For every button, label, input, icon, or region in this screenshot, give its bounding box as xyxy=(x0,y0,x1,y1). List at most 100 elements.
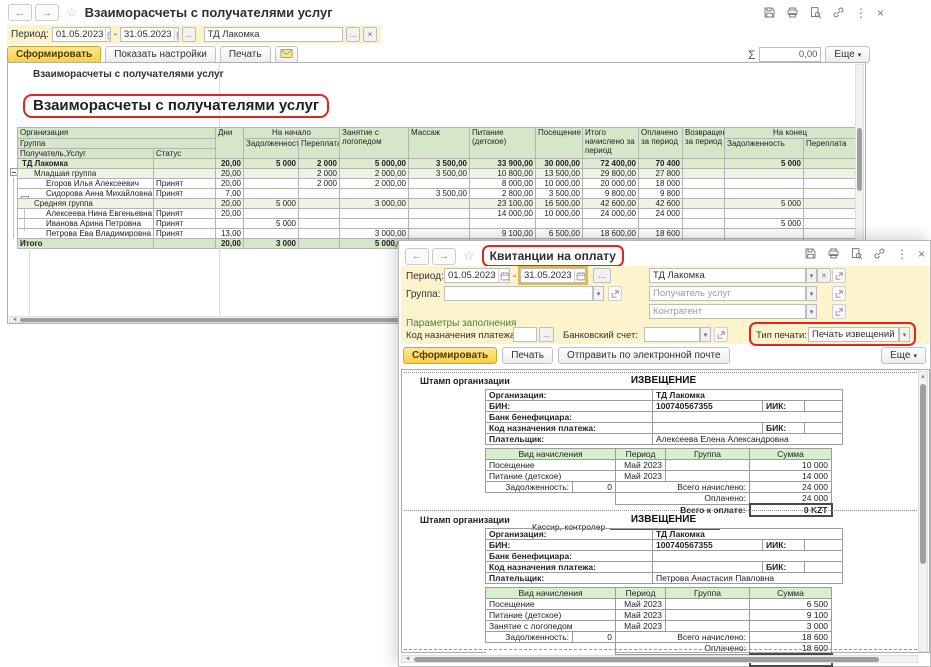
organization-field[interactable]: ТД Лакомка xyxy=(203,27,344,42)
chevron-down-icon: ▾ xyxy=(809,290,814,298)
charges-body: Посещение Май 2023 10 000 Питание (детск… xyxy=(484,459,833,482)
more-menu-icon[interactable]: ⋮ xyxy=(855,5,867,20)
back-button[interactable]: ← xyxy=(8,4,32,21)
scrollbar-thumb[interactable] xyxy=(857,128,862,191)
forward-button[interactable]: → xyxy=(432,247,456,265)
iik-value xyxy=(803,539,844,551)
cell-paid: 24 000 xyxy=(638,208,683,219)
forward-button[interactable]: → xyxy=(35,4,59,21)
col-on-start: На начало xyxy=(243,127,340,139)
recipient-open-icon[interactable] xyxy=(832,286,846,301)
group-dropdown-button[interactable]: ▾ xyxy=(593,286,604,301)
contractor-field[interactable]: Контрагент xyxy=(649,304,806,319)
send-email-button[interactable]: Отправить по электронной почте xyxy=(557,347,730,364)
calendar-icon[interactable] xyxy=(173,28,178,41)
show-settings-button[interactable]: Показать настройки xyxy=(105,46,216,63)
group-open-icon[interactable] xyxy=(608,286,622,301)
favorite-star-icon[interactable]: ☆ xyxy=(66,4,78,20)
organization-dropdown-button[interactable]: ▾ xyxy=(806,268,817,283)
cell-debt-end xyxy=(724,178,804,189)
period-options-button[interactable]: ... xyxy=(181,27,196,42)
close-icon[interactable]: × xyxy=(877,5,885,20)
col-group: Группа xyxy=(665,587,751,599)
scrollbar-thumb[interactable] xyxy=(414,657,879,662)
calendar-icon[interactable] xyxy=(573,269,585,282)
back-arrow-icon: ← xyxy=(411,250,423,262)
generate-button[interactable]: Сформировать xyxy=(403,347,498,364)
col-kind: Вид начисления xyxy=(484,587,617,599)
print-icon[interactable] xyxy=(786,6,799,19)
date-from-field[interactable]: 01.05.2023 xyxy=(444,268,510,283)
preview-icon[interactable] xyxy=(809,6,822,19)
contractor-dropdown-button[interactable]: ▾ xyxy=(806,304,817,319)
receipts-vertical-scrollbar[interactable]: ▲ xyxy=(918,371,928,652)
bank-label: Банк бенефициара: xyxy=(485,411,653,423)
send-email-button[interactable] xyxy=(274,46,298,63)
cell-debt-end xyxy=(724,208,804,219)
date-to-field[interactable]: 31.05.2023 xyxy=(518,266,588,285)
receipt-charges-table: Вид начисления Период Группа Сумма Посещ… xyxy=(484,587,833,667)
chevron-down-icon: ▾ xyxy=(857,51,862,59)
close-icon[interactable]: × xyxy=(917,246,925,261)
more-button[interactable]: Еще ▾ xyxy=(825,46,871,63)
recipient-field[interactable]: Получатель услуг xyxy=(649,286,806,301)
bank-value xyxy=(651,411,844,423)
iik-value xyxy=(803,400,844,412)
contractor-open-icon[interactable] xyxy=(832,304,846,319)
scrollbar-thumb[interactable] xyxy=(20,318,646,322)
period-options-button[interactable]: ... xyxy=(593,268,611,283)
back-button[interactable]: ← xyxy=(405,247,429,265)
payment-code-select-button[interactable]: ... xyxy=(539,327,554,342)
sum-field[interactable]: 0,00 xyxy=(759,47,822,62)
more-button[interactable]: Еще ▾ xyxy=(881,347,926,364)
save-icon[interactable] xyxy=(804,247,817,260)
bik-value xyxy=(803,561,844,573)
bank-account-open-icon[interactable] xyxy=(714,327,728,342)
date-to-field[interactable]: 31.05.2023 xyxy=(119,27,179,42)
organization-open-icon[interactable] xyxy=(832,268,846,283)
recipient-dropdown-button[interactable]: ▾ xyxy=(806,286,817,301)
preview-icon[interactable] xyxy=(850,247,863,260)
organization-clear-button[interactable]: × xyxy=(817,268,831,283)
calendar-icon[interactable] xyxy=(497,269,509,282)
favorite-star-icon[interactable]: ☆ xyxy=(463,248,475,263)
print-icon[interactable] xyxy=(827,247,840,260)
organization-field[interactable]: ТД Лакомка xyxy=(649,268,806,283)
settlements-table: Организация Дни На начало Занятие с лого… xyxy=(17,127,856,249)
calendar-icon[interactable] xyxy=(105,28,110,41)
cell-meals: 8 000,00 xyxy=(469,178,536,189)
period-label: Период: xyxy=(406,271,444,282)
org-value: ТД Лакомка xyxy=(651,389,844,401)
charge-group xyxy=(665,598,751,610)
scroll-up-icon[interactable]: ▲ xyxy=(920,374,926,380)
report-title-wrap: Взаиморасчеты с получателями услуг xyxy=(23,94,330,118)
organization-select-button[interactable]: ... xyxy=(346,27,361,42)
print-type-dropdown-button[interactable]: ▾ xyxy=(899,327,910,342)
bank-account-dropdown-button[interactable]: ▾ xyxy=(700,327,711,342)
organization-clear-button[interactable]: × xyxy=(363,27,378,42)
date-from-field[interactable]: 01.05.2023 xyxy=(51,27,111,42)
print-button[interactable]: Печать xyxy=(502,347,553,364)
print-button[interactable]: Печать xyxy=(219,46,271,63)
scrollbar-thumb[interactable] xyxy=(920,384,926,564)
cell-debt-end xyxy=(724,168,804,179)
generate-button[interactable]: Сформировать xyxy=(7,46,102,63)
settlements-table-body: ТД Лакомка 20,00 5 000 2 000 5 000,00 3 … xyxy=(17,158,856,249)
save-icon[interactable] xyxy=(763,6,776,19)
bank-account-field[interactable] xyxy=(644,327,700,342)
cell-debt-start xyxy=(243,208,299,219)
more-menu-icon[interactable]: ⋮ xyxy=(895,246,908,261)
group-field[interactable] xyxy=(444,286,593,301)
receipts-horizontal-scrollbar[interactable]: ◄ xyxy=(401,655,918,663)
print-type-field[interactable]: Печать извещений xyxy=(808,327,899,342)
scroll-left-icon[interactable]: ◄ xyxy=(404,656,411,662)
payment-code-field[interactable] xyxy=(513,327,537,342)
link-icon[interactable] xyxy=(873,247,886,260)
scroll-left-icon[interactable]: ◄ xyxy=(11,316,18,323)
settlements-window: ← → ☆ Взаиморасчеты с получателями услуг… xyxy=(0,0,884,326)
cell-attendance: 6 500,00 xyxy=(535,228,583,239)
accrued-label: Всего начислено: xyxy=(615,631,751,643)
link-icon[interactable] xyxy=(832,6,845,19)
paid-label: Оплачено: xyxy=(615,492,751,505)
